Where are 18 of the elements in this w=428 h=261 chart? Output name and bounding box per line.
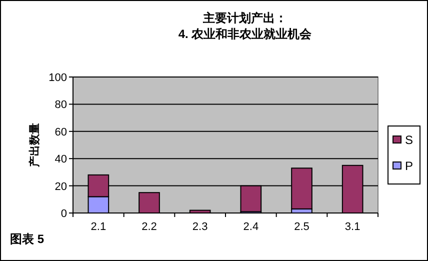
x-tick-label: 2.1: [90, 221, 106, 233]
y-tick-label: 20: [54, 180, 67, 193]
legend-label: P: [405, 159, 414, 173]
x-tick-label: 2.2: [142, 221, 157, 233]
y-tick-label: 0: [60, 208, 67, 220]
y-tick-label: 80: [54, 99, 67, 112]
y-tick-label: 40: [54, 154, 67, 166]
chart-subtitle: 4. 农业和非农业就业机会: [178, 27, 313, 41]
legend-label: S: [405, 133, 414, 147]
y-tick-label: 60: [54, 126, 67, 138]
x-tick-label: 2.4: [243, 221, 259, 233]
x-tick-label: 2.3: [192, 221, 208, 233]
chart-title: 主要计划产出：: [202, 11, 287, 25]
text: 图表 5: [10, 232, 44, 246]
y-axis-title: 产出数量: [28, 123, 41, 168]
x-tick-label: 3.1: [344, 221, 360, 233]
x-tick-label: 2.5: [294, 221, 310, 233]
y-tick-label: 100: [48, 72, 67, 84]
